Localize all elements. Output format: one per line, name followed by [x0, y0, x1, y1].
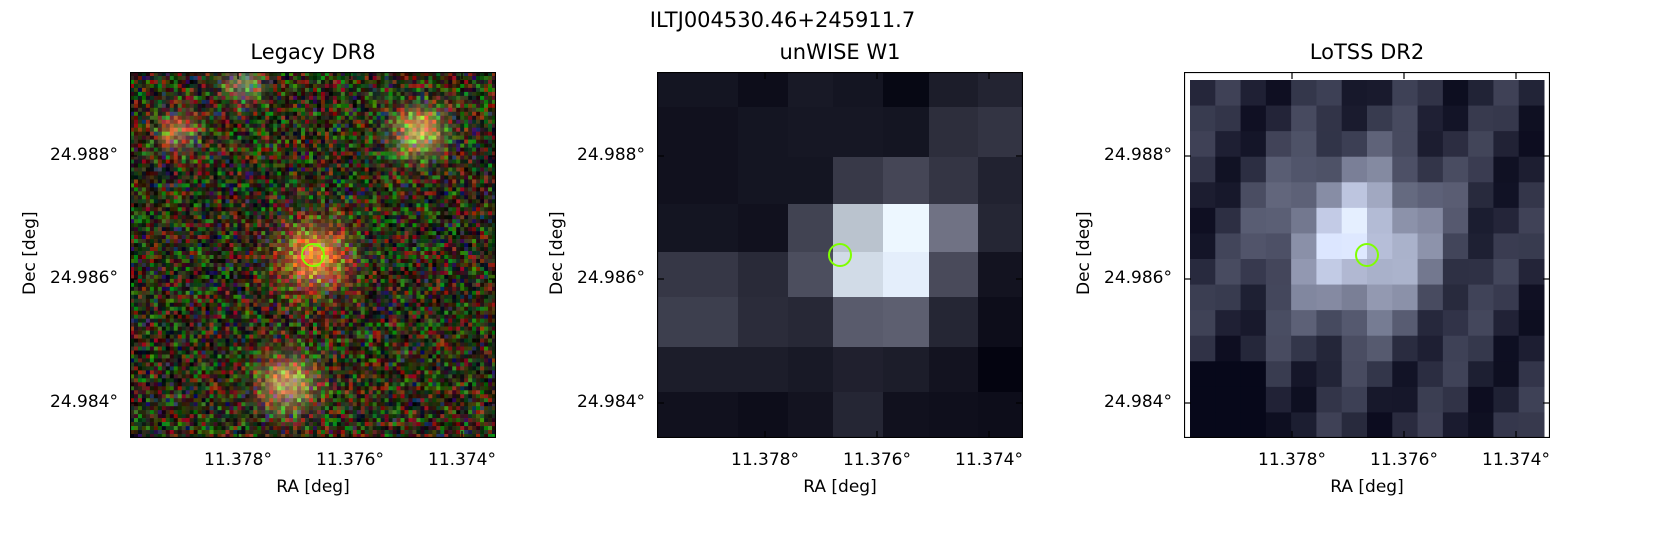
y-tick-legacy-2: 24.986° [50, 268, 118, 288]
image-legacy-dr8 [130, 72, 496, 438]
x-axis-label-lotss: RA [deg] [1330, 477, 1404, 497]
position-marker-unwise [828, 243, 852, 267]
y-tick-unwise-1: 24.988° [577, 145, 645, 165]
x-tick-legacy-1: 11.378° [204, 450, 272, 470]
y-tick-lotss-1: 24.988° [1104, 145, 1172, 165]
y-tick-lotss-2: 24.986° [1104, 268, 1172, 288]
x-axis-label-unwise: RA [deg] [803, 477, 877, 497]
panel-title-legacy: Legacy DR8 [250, 40, 376, 64]
y-tick-unwise-3: 24.984° [577, 392, 645, 412]
panel-title-lotss: LoTSS DR2 [1309, 40, 1425, 64]
x-tick-lotss-1: 11.378° [1258, 450, 1326, 470]
y-tick-legacy-1: 24.988° [50, 145, 118, 165]
image-lotss-dr2 [1184, 72, 1550, 438]
image-unwise-w1 [657, 72, 1023, 438]
x-tick-unwise-2: 11.376° [843, 450, 911, 470]
figure-title: ILTJ004530.46+245911.7 [649, 8, 916, 32]
y-tick-lotss-3: 24.984° [1104, 392, 1172, 412]
x-tick-lotss-3: 11.374° [1482, 450, 1550, 470]
x-tick-unwise-1: 11.378° [731, 450, 799, 470]
y-tick-legacy-3: 24.984° [50, 392, 118, 412]
y-tick-unwise-2: 24.986° [577, 268, 645, 288]
x-axis-label-legacy: RA [deg] [276, 477, 350, 497]
x-tick-legacy-2: 11.376° [316, 450, 384, 470]
position-marker-lotss [1355, 243, 1379, 267]
lotss-cutout-image [1184, 72, 1550, 438]
position-marker-legacy [301, 243, 325, 267]
panel-title-unwise: unWISE W1 [779, 40, 901, 64]
x-tick-lotss-2: 11.376° [1370, 450, 1438, 470]
unwise-cutout-image [657, 72, 1023, 438]
legacy-cutout-image [130, 72, 496, 438]
x-tick-legacy-3: 11.374° [428, 450, 496, 470]
x-tick-unwise-3: 11.374° [955, 450, 1023, 470]
